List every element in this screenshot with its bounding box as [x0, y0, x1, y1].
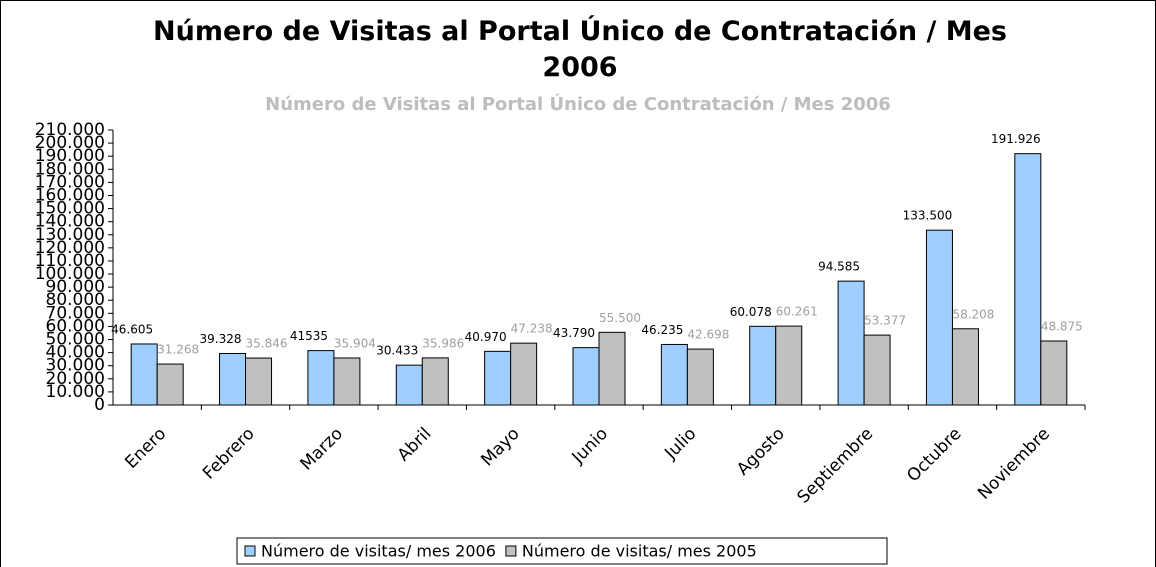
bar: [837, 280, 865, 406]
value-label: 55.500: [599, 311, 641, 325]
value-label: 35.904: [334, 336, 376, 350]
y-tick-label: 60.000: [46, 316, 105, 336]
value-label: 94.585: [818, 260, 860, 274]
chart-title: Número de Visitas al Portal Único de Con…: [153, 16, 1007, 83]
value-label: 60.078: [730, 305, 772, 319]
bar: [484, 350, 512, 406]
y-tick-label: 180.000: [35, 159, 105, 179]
y-tick-label: 30.000: [46, 356, 105, 376]
bar: [510, 342, 538, 406]
value-label: 58.208: [952, 307, 994, 321]
x-tick-label: Junio: [568, 424, 612, 468]
bar: [863, 334, 891, 406]
legend-label: Número de visitas/ mes 2006: [261, 542, 496, 561]
y-tick-label: 70.000: [46, 303, 105, 323]
value-label: 46.605: [111, 322, 153, 336]
value-label: 40.970: [465, 330, 507, 344]
bar: [1014, 153, 1042, 406]
value-label: 48.875: [1041, 319, 1083, 333]
legend-swatch: [244, 545, 256, 557]
x-tick-label: Febrero: [199, 424, 259, 484]
value-label: 41535: [290, 329, 328, 343]
y-tick-label: 20.000: [46, 369, 105, 389]
y-tick-label: 170.000: [35, 172, 105, 192]
legend-swatch: [505, 545, 517, 557]
y-tick-label: 210.000: [35, 120, 105, 140]
y-tick-label: 90.000: [46, 277, 105, 297]
bar: [1040, 340, 1068, 406]
value-label: 39.328: [200, 332, 242, 346]
y-tick-label: 190.000: [35, 146, 105, 166]
value-label: 35.846: [246, 337, 288, 351]
bar: [660, 343, 688, 406]
y-tick-label: 160.000: [35, 185, 105, 205]
x-tick-label: Octubre: [903, 424, 965, 486]
y-tick-label: 10.000: [46, 382, 105, 402]
bar: [219, 352, 247, 406]
x-tick-label: Julio: [660, 424, 700, 464]
value-label: 43.790: [553, 326, 595, 340]
bar: [572, 347, 600, 406]
value-label: 42.698: [687, 328, 729, 342]
bar: [925, 229, 953, 406]
bar: [395, 364, 423, 406]
value-label: 31.268: [157, 343, 199, 357]
bar: [749, 325, 777, 406]
bar: [333, 357, 361, 406]
y-tick-label: 200.000: [35, 133, 105, 153]
bar: [130, 343, 158, 406]
y-tick-label: 140.000: [35, 212, 105, 232]
y-tick-label: 0: [94, 395, 105, 415]
bar: [156, 363, 184, 406]
chart-subtitle: Número de Visitas al Portal Único de Con…: [265, 94, 891, 115]
value-label: 30.433: [376, 344, 418, 358]
x-tick-label: Agosto: [733, 424, 789, 480]
bar: [775, 325, 803, 406]
bar: [421, 357, 449, 406]
y-tick-label: 150.000: [35, 199, 105, 219]
y-tick-label: 110.000: [35, 251, 105, 271]
value-label: 47.238: [511, 322, 553, 336]
bar: [307, 350, 335, 406]
bar: [951, 328, 979, 406]
x-tick-label: Marzo: [296, 424, 346, 474]
y-tick-label: 50.000: [46, 330, 105, 350]
value-label: 35.986: [422, 336, 464, 350]
value-label: 60.261: [776, 305, 818, 319]
x-tick-label: Mayo: [477, 424, 523, 470]
y-tick-label: 80.000: [46, 290, 105, 310]
x-tick-label: Noviembre: [974, 424, 1054, 504]
y-tick-label: 40.000: [46, 343, 105, 363]
legend-label: Número de visitas/ mes 2005: [522, 542, 757, 561]
y-tick-label: 130.000: [35, 225, 105, 245]
value-label: 46.235: [641, 323, 683, 337]
bar: [598, 331, 626, 406]
bar: [686, 348, 714, 406]
legend-box: [236, 537, 888, 565]
y-tick-label: 120.000: [35, 238, 105, 258]
bar: [245, 357, 273, 406]
x-tick-label: Septiembre: [793, 424, 877, 508]
x-tick-label: Abril: [394, 424, 436, 466]
value-label: 191.926: [991, 132, 1041, 146]
y-tick-label: 100.000: [35, 264, 105, 284]
x-tick-label: Enero: [121, 424, 170, 473]
value-label: 53.377: [864, 314, 906, 328]
value-label: 133.500: [903, 209, 953, 223]
